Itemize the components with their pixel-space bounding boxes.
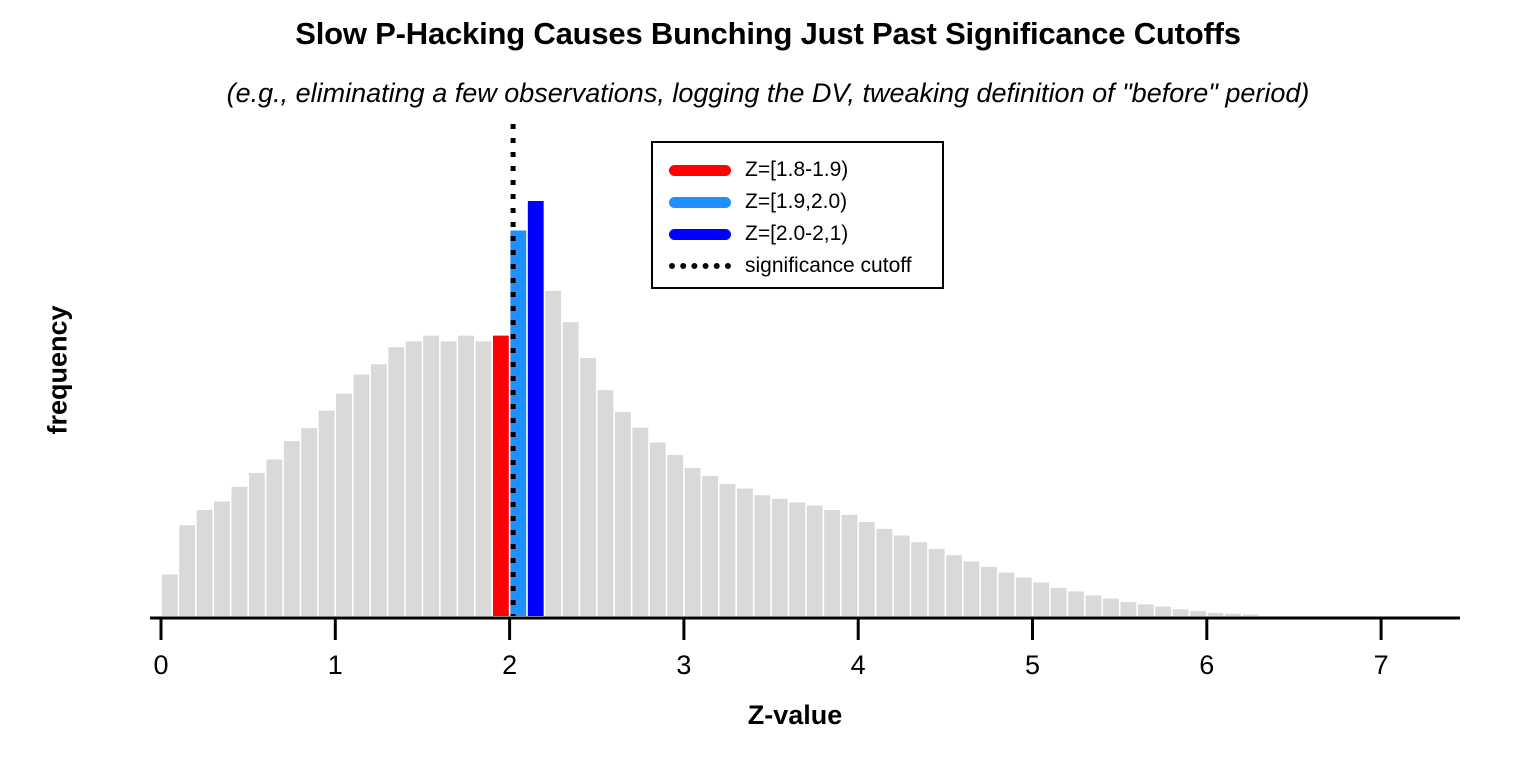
histogram-bar	[580, 357, 596, 616]
histogram-bar	[1068, 591, 1084, 616]
x-tick-label: 2	[502, 650, 517, 680]
x-tick-label: 6	[1199, 650, 1214, 680]
bars-group	[161, 201, 1259, 616]
x-axis	[150, 616, 1460, 640]
histogram-bar	[859, 522, 875, 616]
histogram-bar	[562, 322, 579, 616]
legend-item-label: Z=[2.0-2,1)	[745, 222, 849, 245]
histogram-bar	[1137, 604, 1154, 616]
legend-item[interactable]: significance cutoff	[653, 251, 942, 281]
histogram-bar	[876, 528, 893, 616]
histogram-bar	[1190, 611, 1206, 616]
histogram-bar	[1207, 612, 1224, 616]
histogram-bar	[771, 498, 788, 616]
histogram-bar	[214, 501, 230, 616]
histogram-bar	[545, 290, 562, 616]
histogram-bar	[1225, 613, 1241, 616]
histogram-bar	[1085, 595, 1102, 616]
legend-color-swatch-icon	[669, 196, 731, 208]
histogram-bar	[736, 488, 753, 616]
chart-subtitle: (e.g., eliminating a few observations, l…	[226, 78, 1310, 108]
histogram-bar	[370, 364, 387, 616]
histogram-bar	[423, 335, 440, 616]
histogram-bar	[492, 335, 509, 616]
histogram-bar	[667, 455, 684, 616]
legend-color-swatch-icon	[669, 164, 731, 176]
histogram-bar	[1172, 609, 1189, 616]
histogram-bar	[458, 335, 474, 616]
x-tick-label: 0	[153, 650, 168, 680]
chart-title: Slow P-Hacking Causes Bunching Just Past…	[295, 16, 1241, 51]
histogram-bar	[806, 505, 823, 616]
histogram-bar	[336, 393, 352, 616]
histogram-bar	[928, 548, 945, 616]
x-tick-label: 5	[1025, 650, 1040, 680]
histogram-bar	[824, 510, 840, 616]
legend-item-label: Z=[1.8-1.9)	[745, 158, 849, 181]
histogram-bar	[841, 514, 858, 616]
histogram-bar	[963, 561, 980, 616]
histogram-bar	[649, 442, 666, 616]
histogram-bar	[1050, 587, 1067, 616]
legend-item[interactable]: Z=[1.9,2.0)	[653, 187, 942, 217]
histogram-bar	[283, 441, 300, 616]
histogram-bar	[231, 486, 248, 616]
histogram-bar	[789, 502, 806, 616]
histogram-bar	[946, 555, 962, 616]
histogram-bar	[353, 374, 370, 616]
histogram-bar	[597, 390, 614, 616]
legend-item-label: Z=[1.9,2.0)	[745, 190, 848, 213]
legend-dotted-line-icon	[669, 263, 731, 269]
legend-item[interactable]: Z=[1.8-1.9)	[653, 155, 942, 185]
legend: Z=[1.8-1.9) Z=[1.9,2.0) Z=[2.0-2,1) signifi…	[651, 141, 944, 289]
histogram-bar	[1155, 606, 1172, 616]
x-axis-title: Z-value	[747, 700, 843, 730]
histogram-bar	[754, 495, 771, 616]
histogram-bar	[161, 574, 178, 616]
histogram-bar	[1120, 602, 1137, 616]
legend-item-label: significance cutoff	[745, 254, 912, 277]
histogram-bar	[684, 467, 701, 616]
legend-item[interactable]: Z=[2.0-2,1)	[653, 219, 942, 249]
histogram-bar	[632, 427, 649, 616]
x-tick-labels: 0 1 2 3 4 5 6 7	[153, 650, 1388, 680]
histogram-bar	[1103, 598, 1119, 616]
histogram-bar	[702, 476, 718, 616]
histogram-bar	[440, 341, 457, 616]
histogram-bar	[614, 412, 631, 616]
x-tick-label: 4	[851, 650, 866, 680]
histogram-bar	[318, 410, 335, 616]
histogram-bar	[911, 542, 928, 616]
x-tick-label: 1	[328, 650, 343, 680]
histogram-bar	[196, 510, 213, 616]
histogram-bar	[998, 572, 1015, 616]
histogram-bar	[1015, 577, 1032, 616]
legend-color-swatch-icon	[669, 228, 731, 240]
histogram-bar	[266, 459, 283, 616]
histogram-bar	[1242, 614, 1259, 616]
x-tick-label: 3	[676, 650, 691, 680]
histogram-bar	[179, 525, 196, 616]
histogram-bar	[388, 347, 405, 616]
x-tick-label: 7	[1374, 650, 1389, 680]
histogram-bar	[405, 341, 422, 616]
histogram-bar	[893, 535, 910, 616]
histogram-bar	[981, 566, 997, 616]
histogram-bar	[475, 341, 492, 616]
histogram-bar	[1033, 582, 1050, 616]
histogram-bar	[719, 484, 736, 616]
histogram-bar	[248, 472, 265, 616]
histogram-bar	[527, 201, 544, 616]
histogram-bar	[301, 428, 318, 616]
